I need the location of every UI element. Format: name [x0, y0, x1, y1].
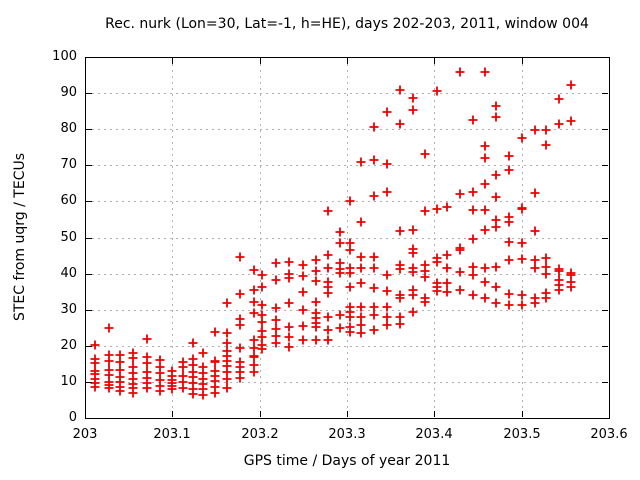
grid-lines: [86, 58, 608, 417]
y-tick-label: 50: [60, 230, 77, 245]
scatter-series: [90, 67, 576, 400]
y-tick-label: 60: [60, 193, 77, 208]
y-tick-label: 30: [60, 302, 77, 317]
x-tick-label: 203.1: [153, 427, 191, 442]
x-tick-label: 203.5: [503, 427, 541, 442]
x-tick-label: 203.4: [415, 427, 453, 442]
y-tick-label: 20: [60, 338, 77, 353]
x-axis-label: GPS time / Days of year 2011: [243, 453, 451, 469]
y-tick-label: 0: [68, 410, 77, 425]
axis-border: [85, 57, 610, 419]
chart-title: Rec. nurk (Lon=30, Lat=-1, h=HE), days 2…: [105, 16, 589, 32]
y-tick-label: 40: [60, 266, 77, 281]
y-tick-label: 70: [60, 157, 77, 172]
y-tick-label: 100: [52, 49, 77, 64]
x-tick-label: 203.2: [241, 427, 279, 442]
x-tick-label: 203.6: [590, 427, 628, 442]
y-tick-label: 80: [60, 121, 77, 136]
y-tick-label: 10: [60, 374, 77, 389]
y-tick-label: 90: [60, 85, 77, 100]
y-axis-label: STEC from uqrg / TECUs: [12, 152, 28, 322]
x-tick-label: 203: [72, 427, 98, 442]
x-tick-label: 203.3: [328, 427, 366, 442]
